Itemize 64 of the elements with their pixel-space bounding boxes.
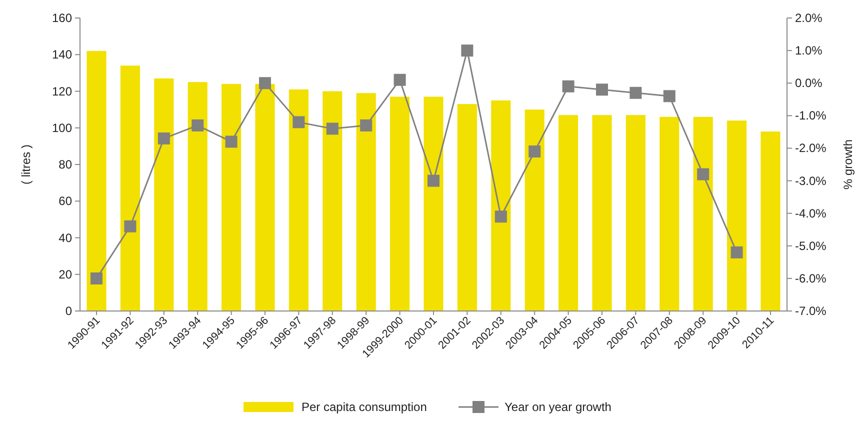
point [562,80,574,92]
bar [592,115,612,311]
bar [390,96,410,311]
bar [660,116,680,311]
y2-tick-label: 1.0% [795,44,823,58]
y2-tick-label: -3.0% [795,174,827,188]
legend-label: Per capita consumption [302,400,427,414]
bar [255,84,275,311]
point [394,74,406,86]
y2-tick-label: 2.0% [795,11,823,25]
point [730,246,743,258]
point [461,44,474,57]
y-tick-label: 20 [58,267,72,282]
point [158,132,170,144]
point [494,210,507,223]
y2-tick-label: -2.0% [795,141,827,156]
y-tick-label: 120 [52,84,72,98]
y2-tick-label: -4.0% [795,206,827,220]
y2-tick-label: -1.0% [795,108,827,123]
bar [86,50,106,311]
bar [760,132,780,311]
bar [154,78,174,311]
bar [120,66,140,311]
point [596,84,608,96]
y-tick-label: 40 [58,230,72,245]
point [528,145,541,158]
point [630,86,642,99]
y2-tick-label: -7.0% [795,304,827,318]
bar [491,100,511,311]
bar [424,96,444,311]
y-tick-label: 100 [52,120,72,135]
point [225,136,238,148]
point [428,174,440,187]
y-tick-label: 60 [58,194,72,208]
bar [322,91,342,311]
bar [693,116,713,311]
y-tick-label: 0 [65,304,72,318]
point [292,116,305,128]
y-axis-title: ( litres ) [19,144,33,184]
bar [524,110,544,311]
point [192,119,204,132]
point [90,272,103,284]
point [697,168,710,180]
bar [222,84,242,311]
y2-tick-label: 0.0% [795,76,823,90]
y2-tick-label: -5.0% [795,238,827,253]
bar [288,89,308,311]
point [360,119,372,132]
bar [188,82,208,311]
legend-label: Year on year growth [504,400,612,414]
y2-tick-label: -6.0% [795,271,827,286]
bar [626,115,646,311]
y-tick-label: 160 [52,11,72,25]
y2-axis-title: % growth [841,139,855,190]
point [259,77,272,90]
y-tick-label: 140 [52,48,72,62]
bar [727,120,747,311]
y-tick-label: 80 [58,158,72,172]
bar [457,104,477,311]
bar [558,115,578,311]
bar [356,93,376,311]
point [124,220,136,232]
point [326,122,338,135]
point [663,90,676,102]
